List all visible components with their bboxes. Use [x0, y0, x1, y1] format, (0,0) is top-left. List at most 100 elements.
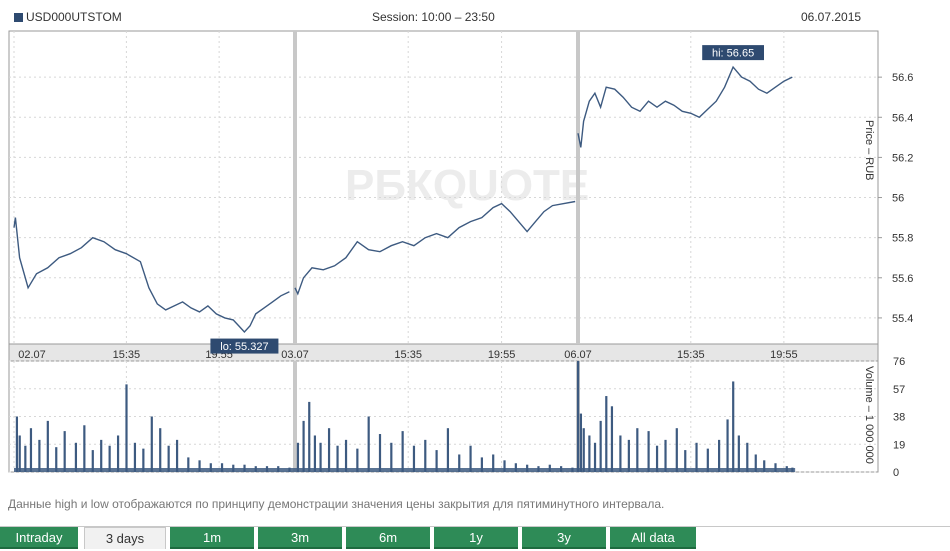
volume-tick-label: 38 — [893, 412, 905, 424]
volume-baseline — [14, 468, 796, 472]
volume-bar — [718, 439, 721, 472]
price-line-03.07 — [294, 200, 576, 296]
volume-bar — [83, 425, 86, 472]
volume-bar — [209, 463, 212, 472]
price-axis-title: Price – RUB — [863, 120, 875, 181]
time-tick-label: 15:35 — [113, 349, 141, 361]
high-label: hi: 56.65 — [712, 48, 754, 60]
volume-axis-title: Volume – 1 000 000 — [863, 366, 875, 464]
volume-bar — [655, 445, 659, 472]
volume-bar — [480, 457, 483, 472]
volume-bar — [732, 381, 735, 472]
low-label-box — [210, 338, 279, 354]
high-label-box — [702, 45, 764, 61]
time-tick-label: 15:35 — [677, 349, 705, 361]
price-tick-label: 55.6 — [892, 273, 913, 285]
tab-3-days[interactable]: 3 days — [84, 527, 166, 549]
volume-bar — [378, 434, 382, 472]
volume-bar — [599, 420, 602, 472]
tab-all-data[interactable]: All data — [610, 527, 696, 549]
volume-tick-label: 57 — [893, 384, 905, 396]
price-line-02.07 — [13, 217, 290, 334]
tab-3m[interactable]: 3m — [258, 527, 342, 549]
tab-divider — [0, 526, 950, 527]
volume-bar — [74, 442, 78, 472]
volume-bar — [412, 445, 416, 472]
watermark: РБКQUOTE — [345, 161, 589, 210]
volume-tick-label: 76 — [893, 356, 905, 368]
volume-bar — [684, 450, 687, 472]
volume-bar — [356, 448, 359, 472]
tab-1m[interactable]: 1m — [170, 527, 254, 549]
volume-bar — [319, 442, 322, 472]
volume-bar — [675, 428, 678, 472]
volume-bar — [344, 439, 348, 472]
volume-tick-label: 19 — [893, 439, 905, 451]
volume-bar — [308, 401, 311, 472]
volume-bar — [327, 428, 331, 472]
tab-intraday[interactable]: Intraday — [0, 527, 78, 549]
volume-bar — [100, 439, 103, 472]
volume-bar — [503, 460, 506, 472]
volume-bar — [167, 445, 170, 472]
volume-bar — [38, 439, 41, 472]
tab-3y[interactable]: 3y — [522, 527, 606, 549]
volume-bar — [774, 463, 777, 472]
volume-bar — [706, 448, 709, 472]
volume-bar — [313, 435, 317, 472]
volume-bar — [108, 445, 111, 472]
volume-bar — [746, 442, 749, 472]
volume-bar — [446, 428, 450, 472]
volume-bar — [664, 439, 667, 472]
tab-1y[interactable]: 1y — [434, 527, 518, 549]
volume-bar — [336, 445, 339, 472]
volume-bar — [15, 416, 19, 472]
volume-bar — [55, 447, 58, 472]
time-tick-label: 03.07 — [281, 349, 309, 361]
symbol-label: USD000UTSTOM — [14, 10, 122, 24]
volume-bar — [142, 448, 145, 472]
price-volume-chart: РБКQUOTE 55.4 55.6 55.8 56 56.2 56.4 56.6 0 19 38 5… — [8, 30, 913, 479]
volume-bar — [125, 384, 128, 472]
volume-bar — [116, 435, 120, 472]
time-tick-label: 19:55 — [770, 349, 798, 361]
volume-bar — [492, 454, 495, 472]
volume-bar — [588, 435, 591, 472]
period-tabs: Intraday 3 days 1m 3m 6m 1y 3y All data — [0, 527, 950, 551]
volume-bar — [636, 428, 639, 472]
volume-bar — [619, 435, 622, 472]
volume-bar — [18, 435, 21, 472]
volume-bar — [187, 457, 190, 472]
date-label: 06.07.2015 — [801, 10, 862, 24]
volume-bar — [159, 428, 162, 472]
volume-tick-label: 0 — [893, 467, 899, 479]
time-tick-label: 19:55 — [488, 349, 516, 361]
session-label: Session: 10:00 – 23:50 — [372, 10, 495, 24]
volume-bar — [46, 420, 49, 472]
price-tick-label: 56.6 — [892, 72, 913, 84]
low-label: lo: 55.327 — [220, 341, 268, 353]
volume-bar — [401, 431, 404, 472]
volume-bar — [367, 416, 370, 472]
volume-bar — [458, 454, 461, 472]
volume-bar — [198, 460, 201, 472]
volume-bar — [593, 442, 597, 472]
tab-6m[interactable]: 6m — [346, 527, 430, 549]
time-tick-label: 02.07 — [18, 349, 46, 361]
price-tick-label: 56.4 — [892, 112, 913, 124]
volume-bar — [29, 428, 33, 472]
volume-bar — [150, 416, 153, 472]
time-tick-label: 15:35 — [394, 349, 422, 361]
volume-bar — [763, 460, 766, 472]
volume-bar — [582, 428, 585, 472]
volume-bar — [737, 435, 740, 472]
volume-bar — [91, 450, 94, 472]
volume-bar — [726, 419, 729, 472]
volume-bar — [579, 413, 583, 472]
price-plot-frame — [8, 30, 879, 345]
volume-bar — [133, 442, 137, 472]
time-tick-label: 06.07 — [564, 349, 592, 361]
volume-bar — [577, 361, 580, 472]
volume-bar — [63, 431, 66, 472]
volume-bar — [754, 454, 757, 472]
